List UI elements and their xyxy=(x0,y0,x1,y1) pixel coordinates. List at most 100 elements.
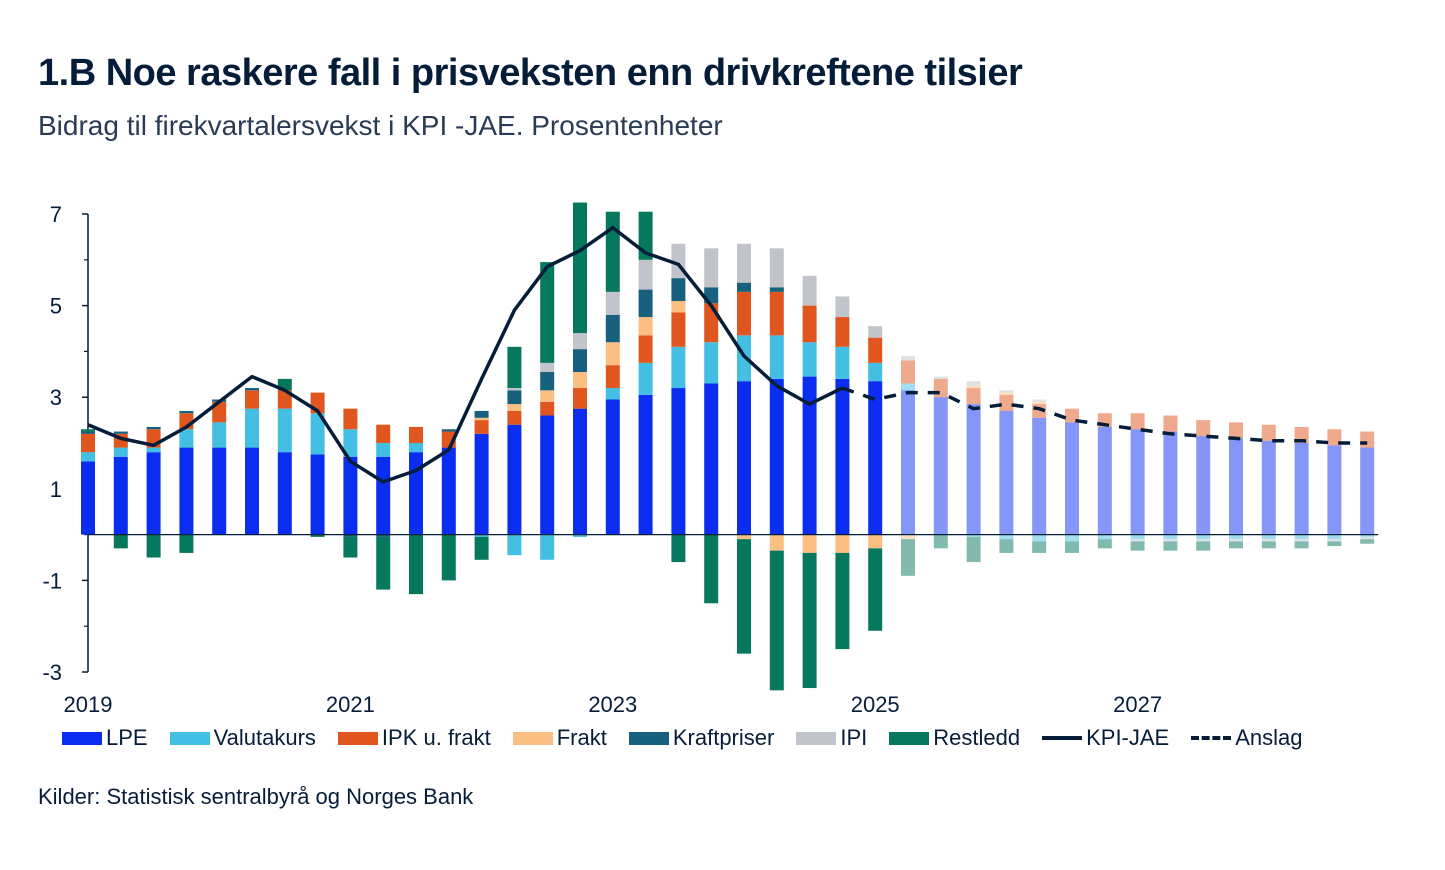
bar-valutakurs-2021K1 xyxy=(343,429,358,457)
bar-ipk-u-frakt-2027K2 xyxy=(1163,415,1178,432)
legend-label-ipk: IPK u. frakt xyxy=(381,725,491,750)
bar-restledd-2023K2 xyxy=(638,211,653,260)
bar-ipk-u-frakt-2025K3 xyxy=(933,378,948,398)
bar-ipi-2028K1 xyxy=(1261,539,1276,542)
bar-ipi-2024K4 xyxy=(835,296,850,318)
bar-ipk-u-frakt-2028K3 xyxy=(1327,429,1342,446)
bar-frakt-2025K1 xyxy=(868,534,883,549)
bar-frakt-2022K3 xyxy=(540,390,555,402)
bar-ipk-u-frakt-2025K1 xyxy=(868,337,883,363)
bar-valutakurs-2028K1 xyxy=(1261,534,1276,540)
bar-lpe-2021K3 xyxy=(409,452,423,535)
bar-frakt-2022K1 xyxy=(474,417,489,421)
bar-frakt-2026K2 xyxy=(1032,401,1047,405)
bar-restledd-2022K1 xyxy=(474,536,489,560)
x-tick-label-2025: 2025 xyxy=(851,692,900,717)
bar-kraftpriser-2021K1 xyxy=(343,534,358,537)
bar-ipi-2028K4 xyxy=(1360,536,1375,540)
bar-lpe-2021K4 xyxy=(441,447,456,535)
bar-restledd-2023K3 xyxy=(671,534,686,563)
bar-frakt-2024K3 xyxy=(802,534,817,553)
bar-lpe-2021K1 xyxy=(343,456,358,535)
bar-valutakurs-2021K3 xyxy=(409,443,423,453)
bar-lpe-2028K1 xyxy=(1261,440,1276,535)
bar-ipk-u-frakt-2028K1 xyxy=(1261,424,1276,441)
bar-ipk-u-frakt-2020K2 xyxy=(245,390,259,409)
legend-label-ipi: IPI xyxy=(840,725,868,750)
bar-ipk-u-frakt-2024K4 xyxy=(835,317,850,347)
bar-ipi-2025K1 xyxy=(868,326,883,338)
bar-restledd-2026K2 xyxy=(1032,541,1047,553)
x-tick-label-2019: 2019 xyxy=(64,692,113,717)
bar-lpe-2027K2 xyxy=(1163,431,1178,535)
bar-lpe-2024K1 xyxy=(737,381,751,535)
bar-ipk-u-frakt-2020K3 xyxy=(277,390,292,409)
bar-lpe-2026K4 xyxy=(1097,426,1112,535)
bar-kraftpriser-2019K4 xyxy=(179,410,194,414)
bar-ipi-2025K3 xyxy=(933,376,948,379)
bar-lpe-2026K1 xyxy=(999,410,1014,535)
bar-ipk-u-frakt-2022K3 xyxy=(540,401,555,416)
bar-kraftpriser-2024K1 xyxy=(737,282,751,292)
bar-restledd-2020K3 xyxy=(277,378,292,391)
bar-ipi-2025K2 xyxy=(901,355,915,361)
bar-valutakurs-2025K4 xyxy=(966,534,981,537)
bar-frakt-2025K2 xyxy=(901,534,915,540)
legend-item-ipk: IPK u. frakt xyxy=(337,725,491,751)
bar-kraftpriser-2024K2 xyxy=(769,287,784,292)
bar-lpe-2023K2 xyxy=(638,394,653,535)
bar-valutakurs-2023K2 xyxy=(638,362,653,395)
bar-kraftpriser-2023K3 xyxy=(671,278,686,302)
bar-lpe-2019K1 xyxy=(81,461,95,535)
bar-ipk-u-frakt-2025K2 xyxy=(901,360,915,384)
bar-lpe-2023K1 xyxy=(605,399,620,535)
legend-item-anslag: Anslag xyxy=(1191,725,1303,751)
bar-kraftpriser-2019K3 xyxy=(146,426,161,430)
bar-restledd-2022K2 xyxy=(507,346,522,389)
legend-line-kpi-jae xyxy=(1042,736,1083,740)
bar-ipk-u-frakt-2027K1 xyxy=(1130,413,1145,430)
bar-ipk-u-frakt-2023K4 xyxy=(704,303,719,343)
legend-item-restledd: Restledd xyxy=(889,725,1020,751)
y-tick-label: 1 xyxy=(50,477,62,502)
bar-kraftpriser-2019K2 xyxy=(113,431,128,434)
bar-kraftpriser-2022K3 xyxy=(540,372,555,391)
y-tick-label: 3 xyxy=(50,385,62,410)
bar-valutakurs-2022K3 xyxy=(540,534,555,560)
bar-ipi-2026K1 xyxy=(999,390,1014,393)
bar-ipi-2027K2 xyxy=(1163,539,1178,542)
bar-lpe-2022K2 xyxy=(507,424,522,535)
y-tick-label: 7 xyxy=(50,202,62,227)
legend-label-kraftpriser: Kraftpriser xyxy=(672,725,775,750)
bar-ipk-u-frakt-2024K1 xyxy=(737,291,751,336)
line-anslag xyxy=(841,386,1368,445)
bar-ipi-2023K2 xyxy=(638,259,653,290)
bar-kraftpriser-2023K1 xyxy=(605,314,620,343)
bar-ipk-u-frakt-2023K1 xyxy=(605,365,620,389)
bar-lpe-2020K1 xyxy=(212,447,227,535)
bar-restledd-2021K4 xyxy=(441,534,456,581)
bar-restledd-2019K2 xyxy=(113,534,128,549)
bar-restledd-2023K1 xyxy=(605,211,620,292)
legend-label-frakt: Frakt xyxy=(556,725,607,750)
bar-valutakurs-2026K2 xyxy=(1032,534,1047,542)
bar-restledd-2028K3 xyxy=(1327,541,1342,547)
bar-lpe-2019K2 xyxy=(113,456,128,535)
bar-restledd-2025K1 xyxy=(868,548,883,631)
bar-valutakurs-2023K4 xyxy=(704,342,719,384)
bar-lpe-2024K2 xyxy=(769,378,784,535)
bar-lpe-2028K2 xyxy=(1294,443,1309,535)
y-tick-label: 5 xyxy=(50,294,62,319)
bar-restledd-2019K3 xyxy=(146,534,161,558)
bar-lpe-2022K4 xyxy=(573,408,587,535)
legend-item-kraftpriser: Kraftpriser xyxy=(628,725,775,751)
bar-restledd-2028K2 xyxy=(1294,541,1309,549)
bar-ipk-u-frakt-2024K2 xyxy=(769,291,784,336)
legend-item-lpe: LPE xyxy=(62,725,148,751)
bar-lpe-2025K1 xyxy=(868,381,883,535)
chart-title: 1.B Noe raskere fall i prisveksten enn d… xyxy=(38,52,1023,94)
bar-restledd-2026K4 xyxy=(1097,539,1112,549)
bar-lpe-2019K4 xyxy=(179,447,194,535)
bar-ipi-2023K1 xyxy=(605,291,620,315)
bar-valutakurs-2019K3 xyxy=(146,447,161,453)
